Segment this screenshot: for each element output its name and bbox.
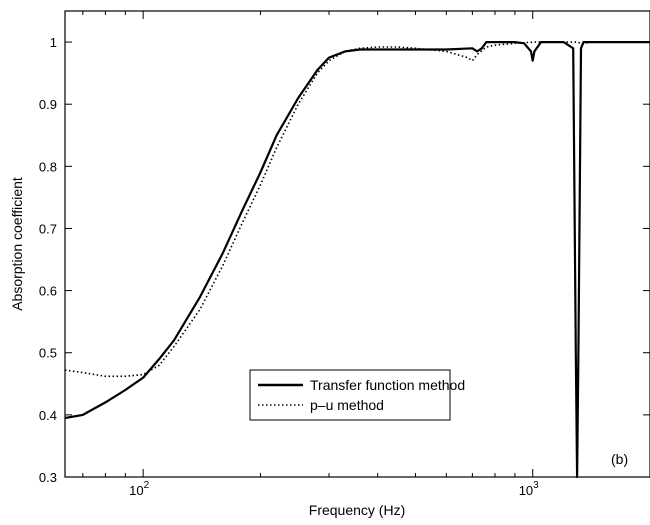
y-tick-label: 0.3	[39, 470, 57, 485]
x-tick-exponent: 3	[533, 480, 539, 491]
x-tick-label: 102	[129, 480, 149, 498]
y-tick-label: 0.9	[39, 97, 57, 112]
series-line-transfer	[64, 40, 650, 479]
y-axis-ticks: 0.3 0.4 0.5 0.6 0.7 0.8 0.9 1	[39, 35, 650, 485]
y-tick-label: 0.7	[39, 221, 57, 236]
y-tick-label: 0.8	[39, 159, 57, 174]
series-layer	[64, 40, 650, 479]
x-tick-exponent: 2	[144, 480, 150, 491]
x-tick-label: 103	[519, 480, 539, 498]
y-axis-label: Absorption coefficient	[9, 177, 25, 311]
y-tick-label: 1	[50, 35, 57, 50]
legend-box	[249, 369, 451, 421]
series-line-pu	[64, 41, 650, 378]
panel-label: (b)	[611, 451, 628, 467]
legend: Transfer function method p–u method	[249, 369, 465, 421]
x-axis-label: Frequency (Hz)	[309, 502, 405, 518]
y-tick-label: 0.4	[39, 408, 57, 423]
y-tick-label: 0.5	[39, 346, 57, 361]
legend-label-pu: p–u method	[310, 397, 384, 413]
legend-label-transfer: Transfer function method	[310, 377, 465, 393]
y-tick-label: 0.6	[39, 284, 57, 299]
